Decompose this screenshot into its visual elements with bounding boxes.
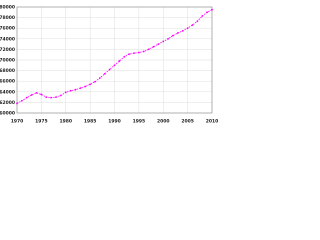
point [103, 72, 106, 75]
x-tick-label: 2010 [206, 119, 219, 125]
point [142, 50, 145, 53]
point [64, 91, 67, 94]
point [172, 34, 174, 37]
point [108, 68, 111, 71]
point [128, 53, 131, 56]
y-tick-label: 78000 [0, 15, 15, 21]
point [74, 88, 77, 91]
point [167, 37, 170, 40]
point [35, 91, 38, 94]
point [152, 45, 155, 48]
x-tick-label: 2000 [157, 119, 170, 125]
x-tick-label: 1980 [59, 119, 72, 125]
point [89, 83, 92, 86]
point [20, 99, 23, 102]
point [45, 96, 48, 98]
point [59, 94, 62, 97]
point [50, 96, 53, 99]
y-tick-label: 80000 [0, 5, 15, 11]
plot-frame [16, 6, 213, 114]
y-tick-label: 74000 [0, 36, 15, 42]
point [137, 51, 140, 54]
point [55, 96, 57, 98]
y-tick-label: 70000 [0, 58, 15, 64]
point [147, 48, 150, 51]
point [186, 27, 189, 30]
point [94, 80, 96, 83]
point [196, 20, 199, 23]
point [181, 29, 184, 32]
y-tick-label: 64000 [0, 89, 15, 95]
y-tick-label: 76000 [0, 26, 15, 32]
point [98, 77, 101, 79]
chart: 60000 62000 64000 66000 68000 70000 72000 74000… [0, 5, 219, 125]
point [113, 64, 116, 67]
point [123, 55, 126, 58]
point [84, 85, 87, 88]
y-tick-label: 68000 [0, 68, 15, 74]
point [16, 102, 18, 105]
y-tick-label: 66000 [0, 79, 15, 85]
y-tick-label: 60000 [0, 111, 15, 117]
x-tick-label: 1970 [11, 119, 24, 125]
point [211, 8, 213, 11]
point [201, 15, 204, 17]
x-tick-label: 1995 [133, 119, 146, 125]
x-tick-label: 1985 [84, 119, 97, 125]
point [191, 24, 194, 26]
point [162, 40, 165, 43]
x-tick-label: 2005 [181, 119, 194, 125]
x-tick-label: 1990 [108, 119, 121, 125]
point [40, 93, 43, 96]
point [157, 43, 160, 45]
point [69, 89, 72, 92]
point [206, 11, 209, 14]
point [176, 32, 179, 34]
x-tick-label: 1975 [35, 119, 48, 125]
point [133, 52, 135, 55]
point [118, 60, 121, 62]
point [30, 94, 33, 96]
point [25, 96, 28, 99]
y-tick-label: 62000 [0, 100, 15, 106]
point [79, 87, 82, 89]
y-tick-label: 72000 [0, 47, 15, 53]
